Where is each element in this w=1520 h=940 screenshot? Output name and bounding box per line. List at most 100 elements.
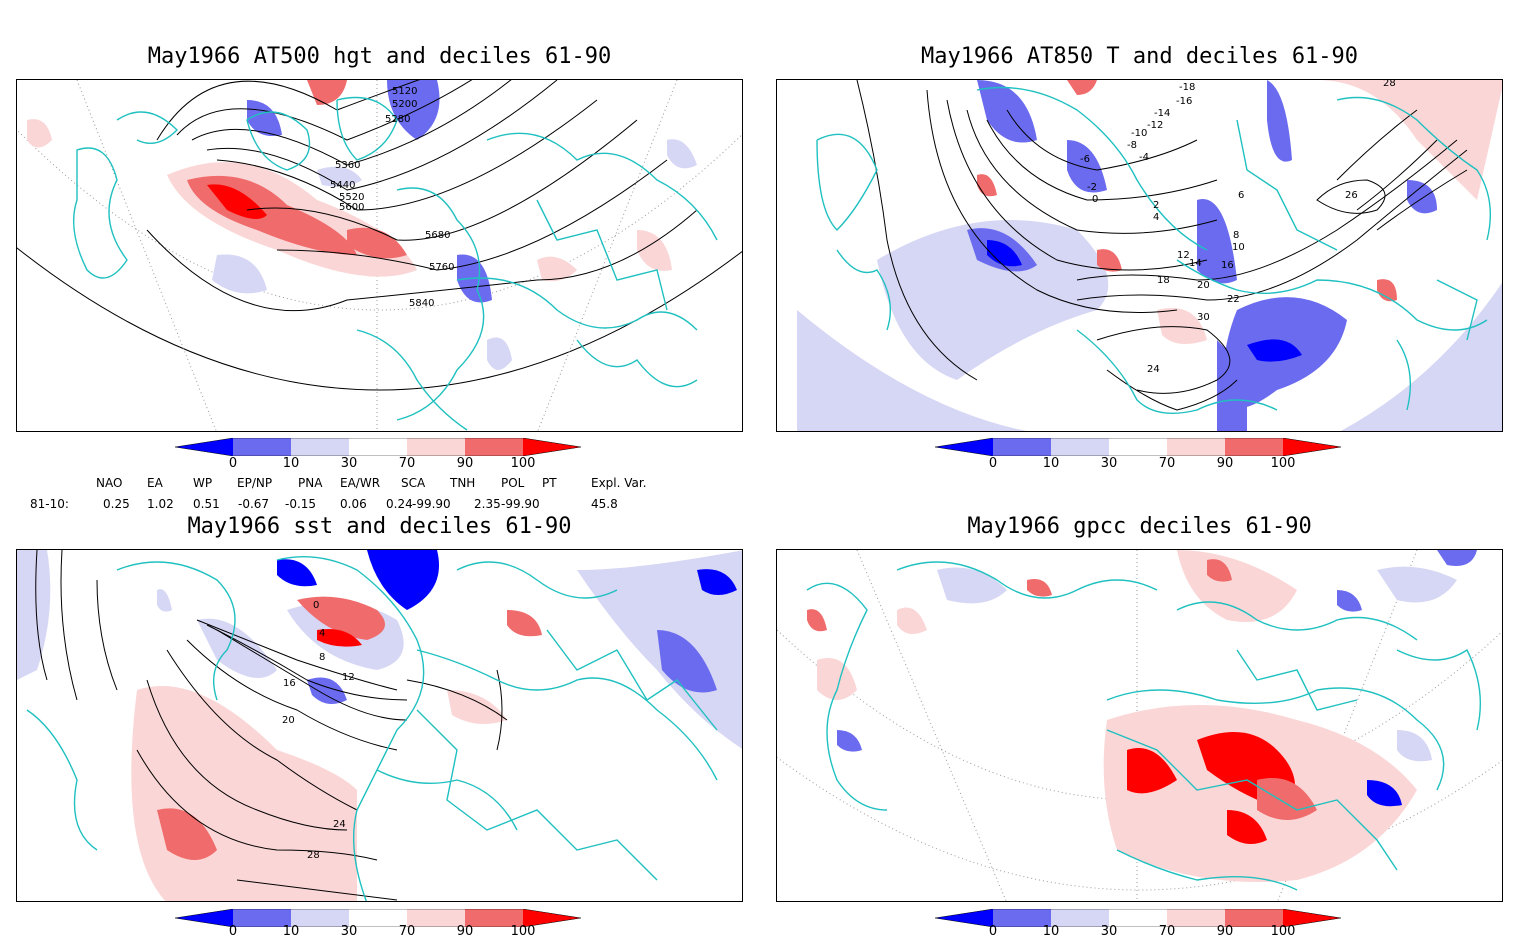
contour-label: 5600 [339,202,364,213]
contour-label: 8 [1233,230,1239,241]
contour-labels: -18 -16 -14 -12 -10 -8 -6 -4 -2 0 2 4 6 … [1080,80,1396,375]
colorbar-tick: 100 [1270,924,1296,939]
contour-label: 5280 [385,114,410,125]
contour-label: 16 [1221,260,1234,271]
contour-label: -16 [1176,96,1192,107]
colorbar-tick: 10 [1042,924,1060,939]
map-sst: 0 4 8 12 16 20 24 28 [16,549,743,902]
panel-title-gpcc: May1966 gpcc deciles 61-90 [967,514,1312,539]
index-value-pt: -99.90 [501,497,540,511]
index-value-nao: 0.25 [103,497,130,511]
contour-label: 26 [1345,190,1358,201]
contour-label: 18 [1157,275,1170,286]
contour-label: 5200 [392,99,417,110]
contour-label: 5840 [409,298,434,309]
coastlines [816,86,1492,415]
colorbar-tick: 30 [1100,456,1118,471]
decile-anomaly-shading [807,550,1477,882]
colorbar-tick: 10 [1042,456,1060,471]
index-header-ea: EA [147,476,163,490]
colorbar-tick: 30 [340,924,358,939]
contour-label: -4 [1139,152,1149,163]
colorbar-tick: 30 [1100,924,1118,939]
index-header-nao: NAO [96,476,123,490]
index-header-epnp: EP/NP [237,476,273,490]
contour-label: 4 [1153,212,1159,223]
contour-label: 0 [1092,194,1098,205]
contour-label: 5120 [392,86,417,97]
index-header-eawr: EA/WR [340,476,381,490]
colorbar-tick: 90 [456,456,474,471]
index-value-epnp: -0.67 [238,497,270,511]
contour-label: -18 [1179,82,1195,93]
index-value-pol: 2.35 [474,497,501,511]
contour-label: 5360 [335,160,360,171]
contour-labels: 5120 5200 5280 5360 5440 5520 5600 5680 … [330,86,454,309]
contour-label: 22 [1227,294,1240,305]
contour-label: 0 [313,600,319,611]
index-value-eawr: 0.06 [340,497,367,511]
colorbar-tick: 100 [510,456,536,471]
colorbar-tick: 30 [340,456,358,471]
contour-label: -14 [1154,108,1170,119]
contour-labels: 0 4 8 12 16 20 24 28 [282,600,355,861]
colorbar-tick: 10 [282,456,300,471]
colorbar-at500: 0 10 30 70 90 100 [174,437,585,471]
contour-label: 4 [319,628,325,639]
contour-label: 28 [1383,80,1396,89]
colorbar-tick: 0 [988,924,998,939]
height-contours [146,80,698,312]
decile-anomaly-shading [17,550,742,901]
contour-label: 5680 [425,230,450,241]
index-header-sca: SCA [401,476,426,490]
contour-label: 20 [282,715,295,726]
colorbar-tick: 90 [456,924,474,939]
index-header-pol: POL [501,476,525,490]
colorbar-tick: 0 [988,456,998,471]
coastlines [26,556,718,901]
colorbar-tick: 0 [228,456,238,471]
temperature-contours [856,80,1468,411]
panel-title-sst: May1966 sst and deciles 61-90 [187,514,572,539]
contour-label: 5520 [339,192,364,203]
colorbar-tick: 70 [1158,924,1176,939]
coastlines [72,96,718,431]
contour-label: 5760 [429,262,454,273]
contour-label: 5440 [330,180,355,191]
contour-label: 12 [1177,250,1190,261]
contour-label: 8 [319,652,325,663]
map-at500-hgt: 5120 5200 5280 5360 5440 5520 5600 5680 … [16,79,743,432]
contour-label: 12 [342,672,355,683]
colorbar-tick: 70 [1158,456,1176,471]
map-at850-temperature: -18 -16 -14 -12 -10 -8 -6 -4 -2 0 2 4 6 … [776,79,1503,432]
coastlines [806,561,1481,891]
index-header-wp: WP [193,476,213,490]
index-value-pna: -0.15 [285,497,317,511]
colorbar-tick: 90 [1216,924,1234,939]
colorbar-tick: 10 [282,924,300,939]
index-value-expl-var: 45.8 [591,497,618,511]
contour-label: 28 [307,850,320,861]
panel-title-at500: May1966 AT500 hgt and deciles 61-90 [147,44,612,69]
index-header-expl-var: Expl. Var. [591,476,647,490]
contour-label: -10 [1131,128,1147,139]
contour-label: 10 [1232,242,1245,253]
colorbar-tick: 70 [398,456,416,471]
colorbar-tick: 100 [510,924,536,939]
contour-label: 20 [1197,280,1210,291]
index-header-tnh: TNH [450,476,476,490]
decile-anomaly-shading [797,80,1502,431]
contour-label: -12 [1147,120,1163,131]
contour-label: 24 [333,819,346,830]
sst-contours [35,550,508,901]
colorbar-tick: 100 [1270,456,1296,471]
contour-label: 6 [1238,190,1244,201]
index-value-ea: 1.02 [147,497,174,511]
contour-label: -8 [1127,140,1137,151]
index-value-wp: 0.51 [193,497,220,511]
index-row-label: 81-10: [30,497,69,511]
panel-title-at850: May1966 AT850 T and deciles 61-90 [920,44,1359,69]
colorbar-tick: 90 [1216,456,1234,471]
colorbar-at850: 0 10 30 70 90 100 [934,437,1345,471]
index-header-pt: PT [542,476,557,490]
